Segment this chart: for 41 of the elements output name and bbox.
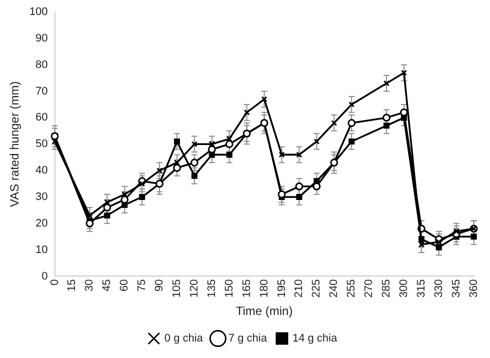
x-tick-label: 150: [223, 279, 236, 298]
legend-label: 7 g chia: [228, 332, 268, 345]
y-tick-label: 100: [29, 6, 48, 18]
x-tick-label: 210: [293, 279, 306, 298]
y-tick-label: 80: [36, 58, 48, 71]
x-tick-label: 0: [48, 279, 61, 286]
x-tick-label: 135: [206, 279, 218, 298]
x-axis-title: Time (min): [236, 304, 293, 318]
y-tick-label: 30: [36, 191, 48, 204]
y-tick-label: 70: [36, 85, 48, 98]
x-tick-label: 45: [101, 279, 114, 292]
x-tick-label: 75: [136, 279, 148, 292]
x-tick-label: 90: [154, 279, 166, 292]
x-tick-label: 285: [380, 279, 393, 298]
x-tick-label: 60: [118, 279, 131, 292]
y-tick-label: 50: [36, 138, 48, 150]
x-tick-label: 105: [171, 279, 184, 298]
x-tick-label: 315: [415, 279, 428, 298]
x-tick-label: 300: [398, 279, 410, 298]
x-tick-label: 240: [328, 279, 340, 298]
x-tick-label: 225: [310, 279, 323, 298]
y-tick-label: 60: [36, 112, 48, 124]
y-tick-label: 90: [36, 32, 48, 44]
x-tick-label: 360: [468, 279, 480, 298]
legend-label: 14 g chia: [292, 332, 338, 345]
y-tick-label: 0: [42, 270, 48, 282]
legend-label: 0 g chia: [164, 332, 204, 345]
x-tick-label: 330: [432, 279, 445, 298]
x-tick-label: 270: [363, 279, 376, 298]
x-tick-label: 165: [240, 279, 253, 298]
x-tick-label: 255: [346, 279, 358, 298]
x-tick-label: 15: [66, 279, 78, 292]
y-tick-label: 10: [36, 244, 48, 256]
x-tick-label: 30: [84, 279, 96, 292]
y-tick-label: 40: [36, 164, 48, 177]
x-tick-label: 345: [450, 279, 462, 298]
y-axis-title: VAS rated hunger (mm): [8, 81, 22, 208]
x-tick-label: 195: [276, 279, 288, 298]
y-tick-label: 20: [36, 217, 48, 230]
x-tick-label: 180: [258, 279, 270, 298]
x-tick-label: 120: [188, 279, 200, 298]
